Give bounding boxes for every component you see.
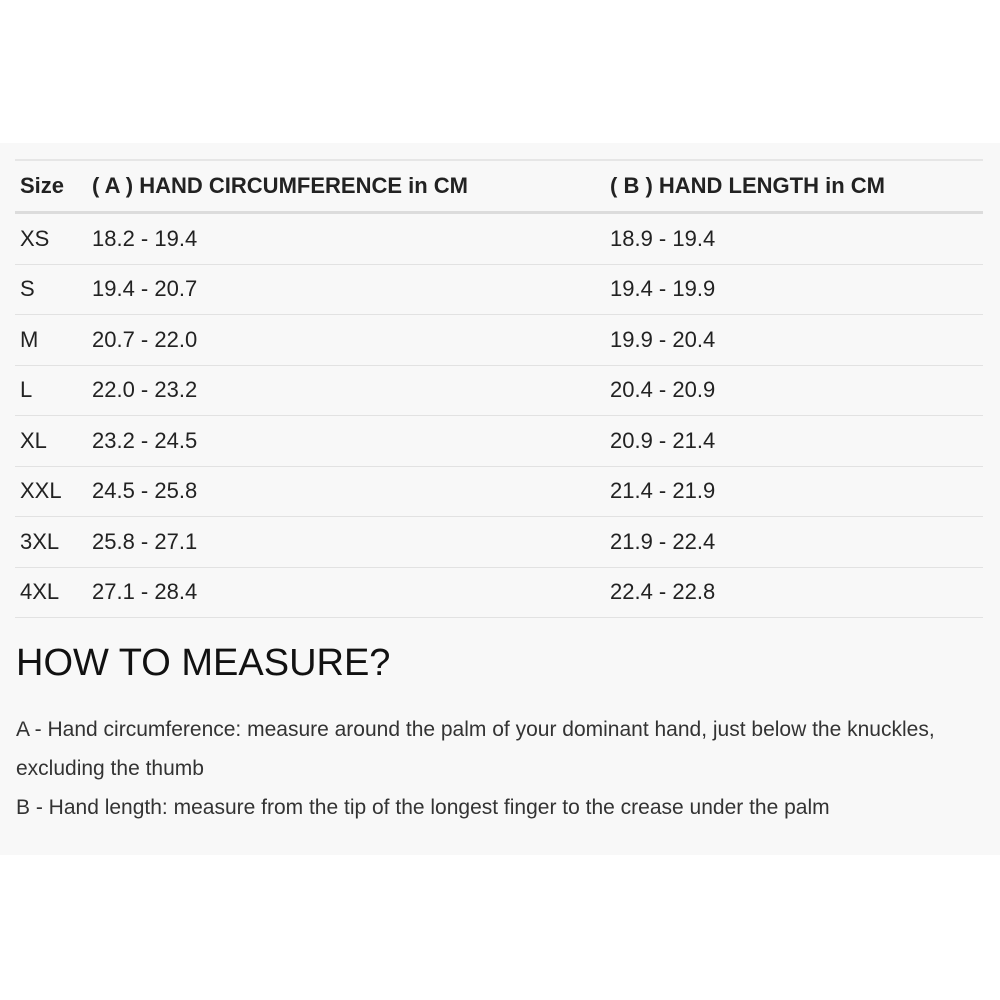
- cell-circumference: 24.5 - 25.8: [87, 466, 605, 517]
- table-row: XXL 24.5 - 25.8 21.4 - 21.9: [15, 466, 983, 517]
- cell-circumference: 20.7 - 22.0: [87, 314, 605, 366]
- cell-circumference: 27.1 - 28.4: [87, 567, 605, 618]
- header-size: Size: [15, 159, 87, 214]
- cell-length: 21.9 - 22.4: [605, 516, 983, 568]
- table-row: 3XL 25.8 - 27.1 21.9 - 22.4: [15, 516, 983, 568]
- cell-circumference: 23.2 - 24.5: [87, 415, 605, 467]
- header-circumference: ( A ) HAND CIRCUMFERENCE in CM: [87, 159, 605, 214]
- measure-instructions: A - Hand circumference: measure around t…: [16, 710, 991, 827]
- table-row: 4XL 27.1 - 28.4 22.4 - 22.8: [15, 567, 983, 618]
- cell-size: M: [15, 314, 87, 366]
- how-to-measure-title: HOW TO MEASURE?: [16, 642, 391, 684]
- cell-length: 19.9 - 20.4: [605, 314, 983, 366]
- table-row: M 20.7 - 22.0 19.9 - 20.4: [15, 314, 983, 366]
- cell-circumference: 19.4 - 20.7: [87, 264, 605, 315]
- cell-circumference: 22.0 - 23.2: [87, 365, 605, 416]
- cell-length: 20.9 - 21.4: [605, 415, 983, 467]
- cell-size: 3XL: [15, 516, 87, 568]
- cell-length: 21.4 - 21.9: [605, 466, 983, 517]
- table-header-row: Size ( A ) HAND CIRCUMFERENCE in CM ( B …: [15, 159, 983, 214]
- cell-length: 19.4 - 19.9: [605, 264, 983, 315]
- cell-circumference: 25.8 - 27.1: [87, 516, 605, 568]
- instruction-b: B - Hand length: measure from the tip of…: [16, 796, 830, 819]
- cell-size: 4XL: [15, 567, 87, 618]
- cell-size: L: [15, 365, 87, 416]
- table-row: L 22.0 - 23.2 20.4 - 20.9: [15, 365, 983, 416]
- header-length: ( B ) HAND LENGTH in CM: [605, 159, 983, 214]
- cell-circumference: 18.2 - 19.4: [87, 212, 605, 265]
- cell-size: XS: [15, 212, 87, 265]
- instruction-a: A - Hand circumference: measure around t…: [16, 718, 935, 780]
- cell-size: XL: [15, 415, 87, 467]
- cell-length: 20.4 - 20.9: [605, 365, 983, 416]
- table-row: XS 18.2 - 19.4 18.9 - 19.4: [15, 212, 983, 265]
- table-row: XL 23.2 - 24.5 20.9 - 21.4: [15, 415, 983, 467]
- cell-length: 22.4 - 22.8: [605, 567, 983, 618]
- cell-length: 18.9 - 19.4: [605, 212, 983, 265]
- cell-size: S: [15, 264, 87, 315]
- cell-size: XXL: [15, 466, 87, 517]
- size-chart-table: Size ( A ) HAND CIRCUMFERENCE in CM ( B …: [15, 159, 983, 618]
- table-row: S 19.4 - 20.7 19.4 - 19.9: [15, 264, 983, 315]
